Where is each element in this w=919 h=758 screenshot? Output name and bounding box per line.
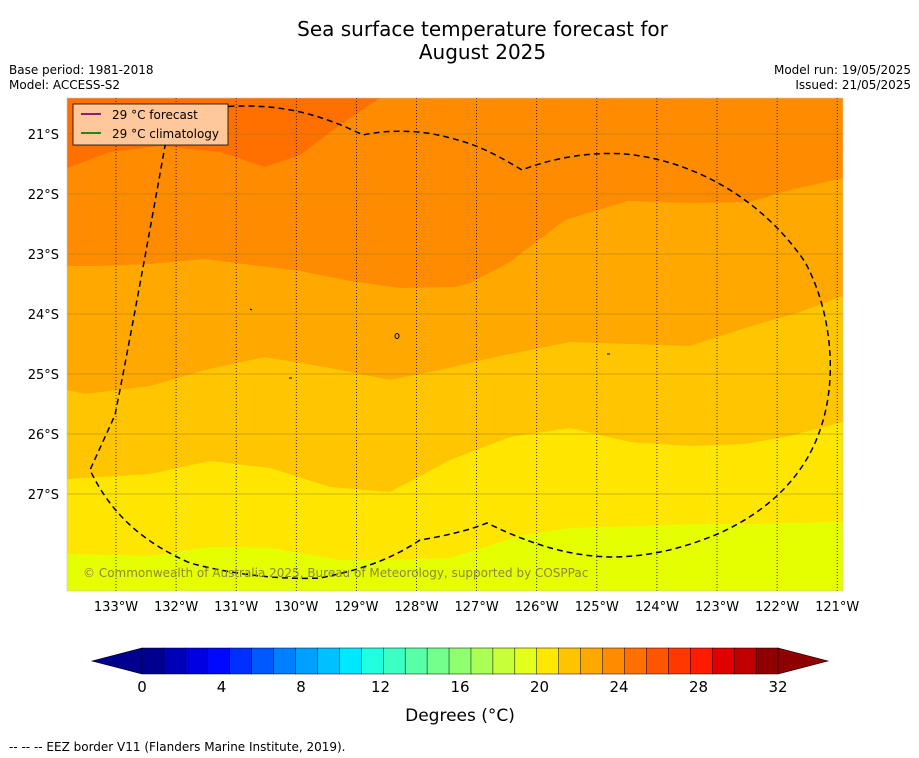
- latitude-tick-label: 24°S: [28, 308, 59, 323]
- eez-border: [89, 105, 831, 580]
- colorbar-segment: [207, 647, 231, 675]
- colorbar-segment: [273, 647, 297, 675]
- meta-left: Base period: 1981-2018 Model: ACCESS-S2: [9, 63, 154, 93]
- colorbar-segment: [163, 647, 187, 675]
- colorbar-segment: [426, 647, 450, 675]
- sst-field: [67, 98, 843, 591]
- colorbar-tick-label: 0: [137, 678, 147, 696]
- longitude-tick-label: 126°W: [515, 600, 559, 615]
- map-title: Sea surface temperature forecast for Aug…: [297, 17, 668, 64]
- colorbar-segment: [580, 647, 604, 675]
- colorbar-segment: [404, 647, 428, 675]
- legend-climatology-label: 29 °C climatology: [112, 127, 219, 141]
- colorbar-tick-label: 20: [530, 678, 549, 696]
- colorbar-segment: [602, 647, 626, 675]
- colorbar-segment: [470, 647, 494, 675]
- longitude-tick-label: 121°W: [815, 600, 859, 615]
- longitude-tick-label: 127°W: [455, 600, 499, 615]
- latitude-tick-label: 26°S: [28, 428, 59, 443]
- colorbar-tick-label: 8: [296, 678, 306, 696]
- map-legend: 29 °C forecast 29 °C climatology: [72, 103, 229, 146]
- colorbar-segment: [558, 647, 582, 675]
- model-label: Model: ACCESS-S2: [9, 78, 121, 92]
- colorbar-segment: [141, 647, 165, 675]
- longitude-tick-label: 128°W: [394, 600, 438, 615]
- colorbar-segment: [668, 647, 691, 675]
- longitude-labels: 133°W 132°W 131°W 130°W 129°W 128°W 127°W 126°W…: [94, 600, 860, 615]
- map-figure: 29 °C forecast 29 °C climatology © Commo…: [28, 97, 860, 726]
- latitude-tick-label: 27°S: [28, 488, 59, 503]
- colorbar-over-arrow: [777, 647, 830, 675]
- colorbar-segment: [185, 647, 209, 675]
- colorbar-segment: [755, 647, 779, 675]
- colorbar-segment: [251, 647, 275, 675]
- legend-box: [72, 103, 229, 146]
- colorbar-segment: [339, 647, 362, 675]
- colorbar-tick-label: 32: [768, 678, 787, 696]
- colorbar-tick-label: 12: [371, 678, 390, 696]
- colorbar-tick-label: 24: [609, 678, 628, 696]
- colorbar-under-arrow: [90, 647, 143, 675]
- colorbar-segment: [492, 647, 516, 675]
- colorbar-segment: [624, 647, 647, 675]
- colorbar-tick-label: 4: [217, 678, 227, 696]
- colorbar-segment: [361, 647, 384, 675]
- latitude-tick-label: 22°S: [28, 188, 59, 203]
- colorbar-tick-labels: 0 4 8 12 16 20 24 28 32: [137, 678, 787, 696]
- colorbar-segment: [733, 647, 757, 675]
- longitude-tick-label: 133°W: [94, 600, 138, 615]
- colorbar-segment: [448, 647, 472, 675]
- meta-right: Model run: 19/05/2025 Issued: 21/05/2025: [774, 63, 911, 93]
- longitude-tick-label: 125°W: [575, 600, 619, 615]
- latitude-tick-label: 23°S: [28, 248, 59, 263]
- colorbar-segment: [317, 647, 340, 675]
- longitude-tick-label: 132°W: [154, 600, 198, 615]
- longitude-tick-label: 130°W: [274, 600, 318, 615]
- map-frame: [66, 97, 844, 592]
- colorbar-segment: [229, 647, 253, 675]
- longitude-tick-label: 122°W: [755, 600, 799, 615]
- latitude-tick-label: 25°S: [28, 368, 59, 383]
- colorbar-tick-label: 16: [450, 678, 469, 696]
- longitude-tick-label: 123°W: [695, 600, 739, 615]
- island-mark: [249, 308, 253, 311]
- copyright-watermark: © Commonwealth of Australia 2025, Bureau…: [83, 566, 588, 580]
- colorbar-segment: [295, 647, 318, 675]
- colorbar-segment: [711, 647, 735, 675]
- colorbar-tick-label: 28: [689, 678, 708, 696]
- model-run-label: Model run: 19/05/2025: [773, 63, 911, 77]
- eez-footnote: -- -- -- EEZ border V11 (Flanders Marine…: [9, 740, 346, 754]
- latitude-tick-label: 21°S: [28, 128, 59, 143]
- colorbar-segment: [690, 647, 713, 675]
- latitude-labels: 21°S 22°S 23°S 24°S 25°S 26°S 27°S: [28, 128, 59, 503]
- legend-forecast-label: 29 °C forecast: [112, 108, 198, 122]
- longitude-tick-label: 131°W: [214, 600, 258, 615]
- issued-label: Issued: 21/05/2025: [795, 78, 911, 92]
- colorbar-segment: [536, 647, 560, 675]
- colorbar-segment: [382, 647, 406, 675]
- longitude-tick-label: 129°W: [334, 600, 378, 615]
- colorbar: [90, 647, 830, 675]
- island-mark: [394, 333, 400, 339]
- longitude-tick-label: 124°W: [635, 600, 679, 615]
- colorbar-segment: [514, 647, 538, 675]
- islands: [249, 308, 610, 379]
- colorbar-label: Degrees (°C): [405, 706, 515, 726]
- colorbar-segment: [646, 647, 669, 675]
- base-period-label: Base period: 1981-2018: [9, 63, 154, 77]
